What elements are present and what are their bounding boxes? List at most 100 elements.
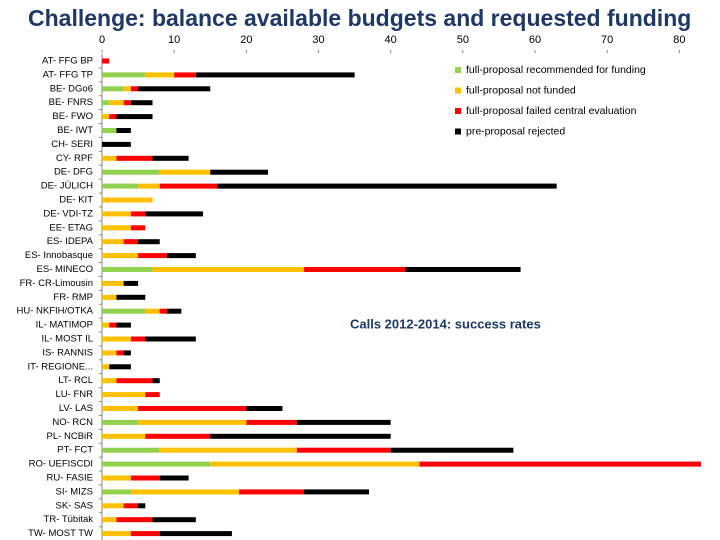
legend-label: full-proposal recommended for funding xyxy=(466,64,646,76)
bar-segment xyxy=(102,322,110,328)
x-tick-label: 10 xyxy=(168,34,180,46)
bar-segment xyxy=(102,253,139,259)
bar-segment xyxy=(116,294,146,300)
bar-segment xyxy=(246,419,297,425)
legend-label: full-proposal failed central evaluation xyxy=(466,105,637,117)
bar-segment xyxy=(159,183,218,189)
y-tick-label: CH- SERI xyxy=(51,139,93,150)
bar-segment xyxy=(102,72,146,78)
bar-segment xyxy=(102,169,160,175)
bar-segment xyxy=(102,378,117,384)
y-tick-label: DE- KIT xyxy=(59,195,93,206)
bar-segment xyxy=(102,308,146,314)
y-tick-label: LU- FNR xyxy=(56,389,94,400)
bar-segment xyxy=(195,72,355,78)
bar-segment xyxy=(152,267,305,272)
y-tick-label: ES- IDEPA xyxy=(47,236,94,247)
bar-segment xyxy=(102,183,139,189)
bar-segment xyxy=(174,72,196,78)
chart-title: Challenge: balance available budgets and… xyxy=(28,5,691,31)
bar-segment xyxy=(138,406,247,411)
x-tick-label: 80 xyxy=(673,34,685,46)
bar-segment xyxy=(246,406,283,411)
bar-segment xyxy=(102,461,211,467)
bar-segment xyxy=(152,378,160,384)
bar-segment xyxy=(123,350,131,356)
bar-segment xyxy=(138,183,160,189)
bar-segment xyxy=(116,322,131,328)
bar-segment xyxy=(102,239,124,245)
bar-segment xyxy=(109,322,117,328)
y-tick-label: IL- MATIMOP xyxy=(36,320,93,331)
y-tick-label: PT- FCT xyxy=(57,445,93,456)
bar-segment xyxy=(109,100,124,106)
y-tick-label: DE- VDI-TZ xyxy=(43,208,93,219)
y-tick-label: CY- RPF xyxy=(56,153,93,164)
bar-segment xyxy=(130,225,146,231)
bar-segment xyxy=(109,364,131,370)
bar-segment xyxy=(138,419,247,425)
bar-segment xyxy=(123,280,139,286)
bar-segment xyxy=(116,350,124,356)
bar-segment xyxy=(102,489,131,495)
y-tick-label: EE- ETAG xyxy=(49,222,93,233)
bar-segment xyxy=(239,489,305,495)
x-tick-label: 70 xyxy=(601,34,613,46)
bar-segment xyxy=(102,350,117,356)
y-tick-label: BE- FNRS xyxy=(49,97,93,108)
y-tick-label: RO- UEFISCDI xyxy=(29,459,93,470)
bar-segment xyxy=(116,155,153,161)
y-tick-label: ES- Innobasque xyxy=(25,250,93,261)
y-tick-label: BE- FWO xyxy=(52,111,93,122)
bar-segment xyxy=(390,447,514,453)
bar-segment xyxy=(102,128,117,133)
bar-segment xyxy=(217,183,557,189)
bar-segment xyxy=(102,364,110,370)
bar-segment xyxy=(102,267,153,272)
bar-segment xyxy=(102,280,124,286)
y-tick-label: DE- JÜLICH xyxy=(41,181,93,192)
x-tick-label: 20 xyxy=(240,34,252,46)
bar-segment xyxy=(102,475,131,481)
y-tick-label: LT- RCL xyxy=(58,375,93,386)
bar-segment xyxy=(138,239,160,245)
bar-segment xyxy=(123,86,131,92)
bar-segment xyxy=(405,267,521,272)
bar-segment xyxy=(102,433,146,439)
bar-segment xyxy=(123,503,139,509)
y-tick-label: PL- NCBiR xyxy=(47,431,94,442)
y-tick-label: AT- FFG TP xyxy=(43,69,93,80)
y-tick-label: TR- Tübitak xyxy=(44,514,94,525)
bar-segment xyxy=(138,503,146,509)
y-tick-label: FR- RMP xyxy=(53,292,93,303)
bar-segment xyxy=(304,489,370,495)
bar-segment xyxy=(166,253,196,259)
x-tick-label: 40 xyxy=(385,34,397,46)
y-tick-label: LV- LAS xyxy=(59,403,93,414)
bar-segment xyxy=(102,531,131,537)
bar-segment xyxy=(116,517,153,523)
bar-segment xyxy=(296,419,391,425)
bar-segment xyxy=(296,447,391,453)
legend-label: pre-proposal rejected xyxy=(466,125,565,137)
bar-segment xyxy=(130,86,139,92)
bar-segment xyxy=(102,392,146,398)
y-tick-label: BE- DGo6 xyxy=(50,83,93,94)
legend-swatch xyxy=(455,87,461,94)
bar-segment xyxy=(102,114,110,120)
y-tick-label: IL- MOST IL xyxy=(41,334,93,345)
bar-segment xyxy=(419,461,701,467)
legend-swatch xyxy=(455,108,461,114)
y-tick-label: AT- FFG BP xyxy=(42,56,93,67)
bar-segment xyxy=(102,419,139,425)
bar-segment xyxy=(145,308,160,314)
bar-segment xyxy=(102,517,117,523)
bar-segment xyxy=(152,155,189,161)
bar-segment xyxy=(145,336,196,342)
bar-segment xyxy=(152,517,196,523)
x-tick-label: 60 xyxy=(529,34,541,46)
y-tick-label: SI- MIZS xyxy=(56,486,93,497)
x-tick-label: 50 xyxy=(457,34,469,46)
bar-segment xyxy=(159,308,167,314)
